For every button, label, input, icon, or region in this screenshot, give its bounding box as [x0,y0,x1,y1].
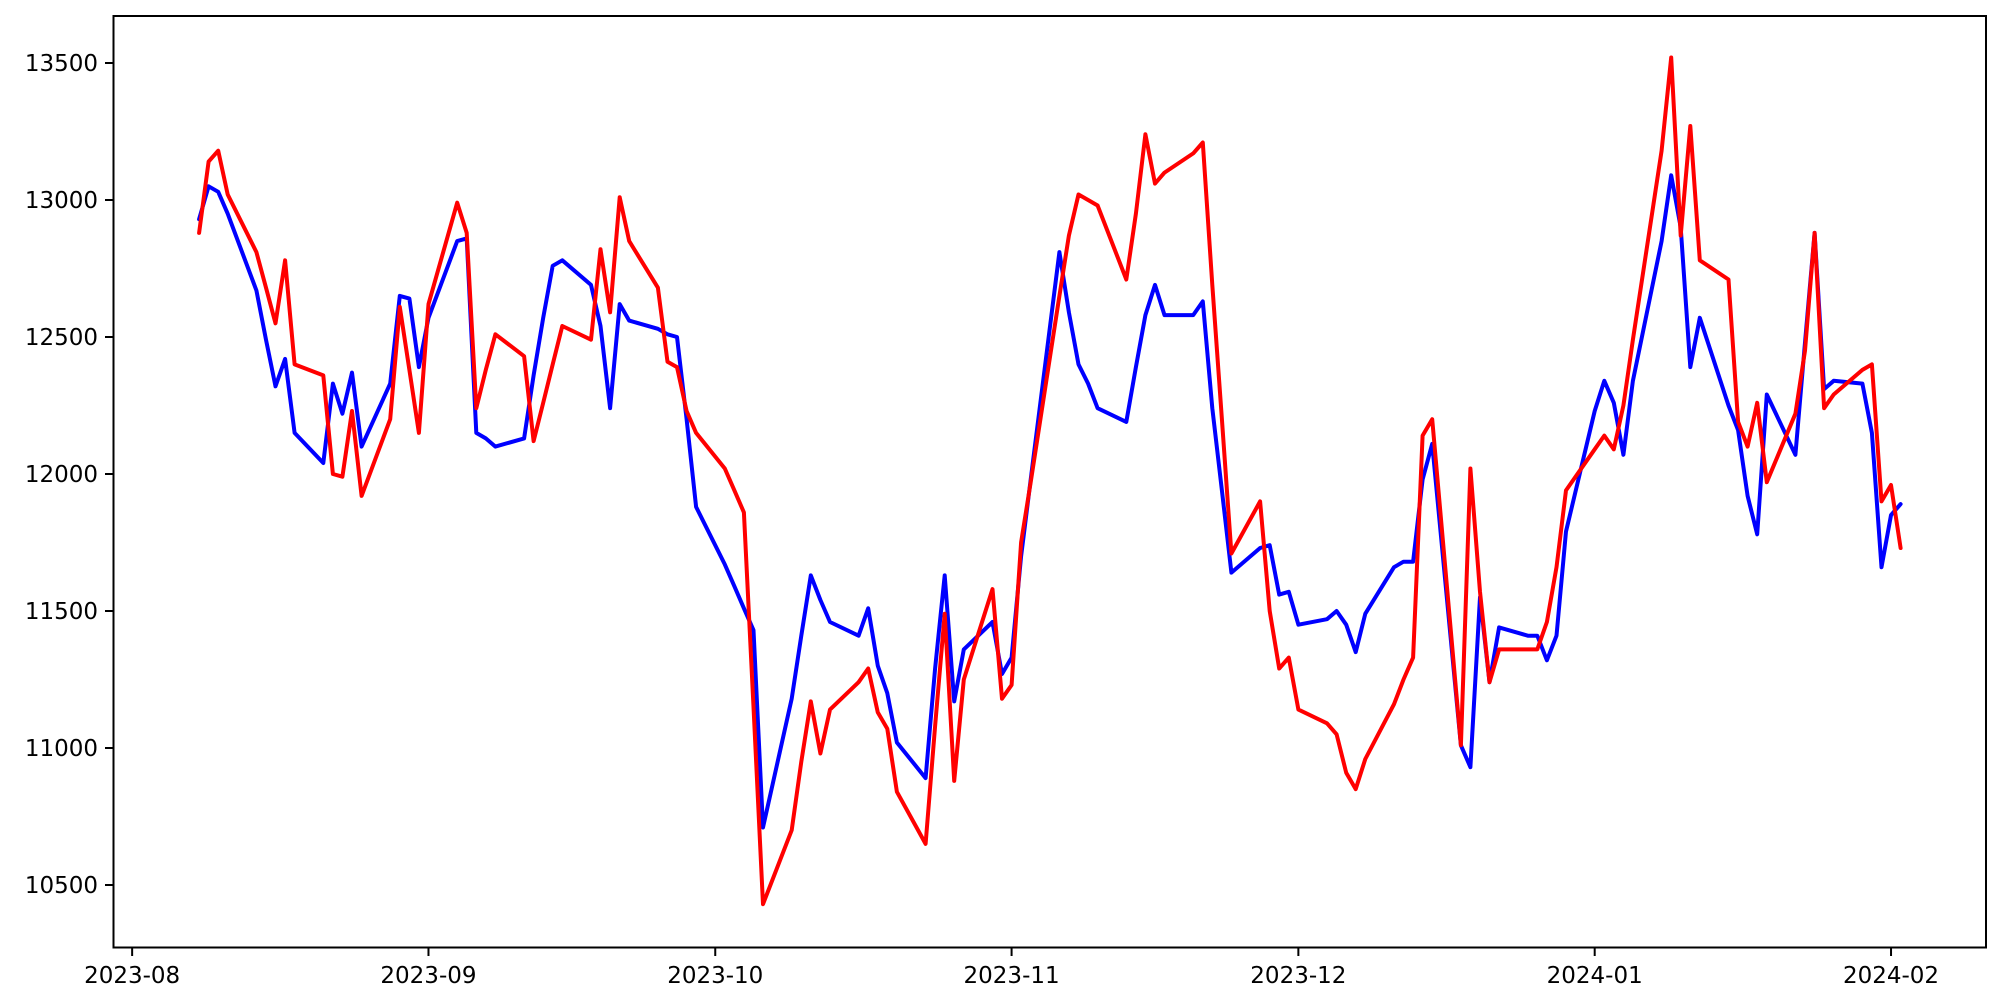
y-tick-label: 11000 [25,736,98,762]
x-tick-label: 2023-10 [667,963,763,989]
red-series-line [197,55,1903,907]
y-tick-label: 10500 [25,873,98,899]
y-tick-label: 13000 [25,188,98,214]
y-axis: 10500 11000 11500 12000 12500 13000 13500 [25,51,114,899]
x-tick-label: 2023-11 [964,963,1060,989]
x-tick-label: 2023-12 [1250,963,1346,989]
x-tick-label: 2023-09 [380,963,476,989]
y-tick-label: 11500 [25,599,98,625]
y-tick-label: 13500 [25,51,98,77]
plot-border [112,15,1987,949]
x-tick-label: 2023-08 [84,963,180,989]
blue-series-line [197,173,1903,830]
x-tick-label: 2024-02 [1843,963,1939,989]
x-axis: 2023-08 2023-09 2023-10 2023-11 2023-12 2024-… [84,947,1939,989]
y-tick-label: 12500 [25,325,98,351]
plot-background [113,16,1986,948]
x-tick-label: 2024-01 [1547,963,1643,989]
y-tick-label: 12000 [25,462,98,488]
series-lines [197,55,1903,907]
